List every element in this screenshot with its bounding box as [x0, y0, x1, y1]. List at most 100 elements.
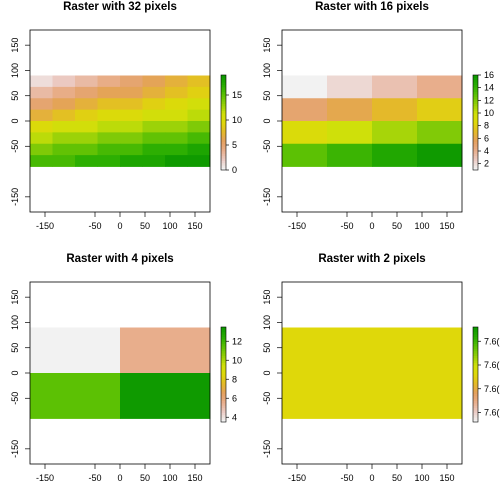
- x-tick-label: 100: [414, 221, 429, 231]
- legend-swatch: [221, 104, 226, 107]
- legend-swatch: [473, 106, 478, 109]
- legend-tick-label: 8: [484, 121, 489, 131]
- legend-swatch: [221, 96, 226, 99]
- legend-swatch: [473, 327, 478, 330]
- raster-cell: [327, 121, 372, 144]
- raster-cell: [98, 98, 121, 110]
- raster-cell: [30, 373, 120, 419]
- legend-tick-label: 7.6(: [484, 360, 500, 370]
- raster-cell: [282, 328, 462, 419]
- legend-swatch: [473, 337, 478, 340]
- legend-swatch: [473, 94, 478, 97]
- legend-swatch: [473, 415, 478, 418]
- legend-swatch: [473, 353, 478, 356]
- legend-swatch: [221, 353, 226, 356]
- legend-swatch: [221, 408, 226, 411]
- legend-swatch: [473, 127, 478, 130]
- raster-cell: [143, 121, 166, 133]
- legend-swatch: [473, 360, 478, 363]
- raster-cell: [143, 144, 166, 156]
- legend-swatch: [473, 401, 478, 404]
- legend-swatch: [473, 365, 478, 368]
- legend-swatch: [221, 348, 226, 351]
- x-tick-label: 150: [187, 221, 202, 231]
- x-tick-label: 150: [439, 473, 454, 483]
- legend-swatch: [473, 379, 478, 382]
- legend-swatch: [221, 144, 226, 147]
- raster-cell: [372, 121, 417, 144]
- legend-swatch: [473, 346, 478, 349]
- raster-cell: [417, 76, 462, 99]
- raster-cells: [282, 328, 462, 419]
- y-tick-label: -150: [10, 440, 20, 458]
- legend-swatch: [473, 398, 478, 401]
- legend-swatch: [473, 130, 478, 133]
- raster-cell: [143, 155, 166, 167]
- legend-swatch: [473, 417, 478, 420]
- raster-cell: [30, 110, 53, 122]
- raster-cell: [30, 155, 53, 167]
- raster-cell: [417, 121, 462, 144]
- x-tick-label: -50: [340, 221, 353, 231]
- raster-cell: [30, 144, 53, 156]
- x-tick-label: -150: [36, 221, 54, 231]
- legend-swatch: [221, 370, 226, 373]
- legend-tick-label: 8: [232, 374, 237, 384]
- y-tick-label: 50: [10, 91, 20, 101]
- raster-cell: [143, 132, 166, 144]
- y-tick-label: -150: [262, 188, 272, 206]
- legend-tick-label: 16: [484, 70, 494, 80]
- legend-swatch: [473, 405, 478, 408]
- x-tick-label: 100: [162, 221, 177, 231]
- legend-tick-label: 6: [232, 393, 237, 403]
- legend-tick-label: 6: [484, 133, 489, 143]
- raster-cell: [165, 132, 188, 144]
- legend-swatch: [221, 339, 226, 342]
- raster-cell: [120, 98, 143, 110]
- legend-tick-label: 7.6(: [484, 384, 500, 394]
- raster-cell: [98, 121, 121, 133]
- x-tick-label: 0: [369, 221, 374, 231]
- legend-swatch: [221, 405, 226, 408]
- legend-swatch: [473, 82, 478, 85]
- y-tick-label: -50: [262, 140, 272, 153]
- raster-cell: [75, 98, 98, 110]
- raster-cell: [75, 110, 98, 122]
- raster-cell: [282, 98, 327, 121]
- legend-tick-label: 10: [232, 355, 242, 365]
- y-tick-label: -50: [262, 392, 272, 405]
- legend-swatch: [221, 417, 226, 420]
- legend-swatch: [473, 389, 478, 392]
- raster-cell: [120, 121, 143, 133]
- legend-swatch: [221, 365, 226, 368]
- x-tick-label: 0: [369, 473, 374, 483]
- raster-cell: [30, 87, 53, 99]
- legend: 7.6(7.6(7.6(7.6(: [473, 327, 500, 422]
- raster-cell: [30, 132, 53, 144]
- legend-swatch: [473, 339, 478, 342]
- raster-cell: [282, 76, 327, 99]
- legend-swatch: [221, 377, 226, 380]
- legend-swatch: [221, 403, 226, 406]
- raster-cell: [143, 76, 166, 88]
- raster-cell: [75, 132, 98, 144]
- legend-swatch: [473, 403, 478, 406]
- legend-swatch: [473, 111, 478, 114]
- legend-swatch: [221, 149, 226, 152]
- y-tick-label: 50: [262, 343, 272, 353]
- legend-tick-label: 14: [484, 83, 494, 93]
- panel-4: Raster with 2 pixels-150 -50 0 50 100 150-150…: [262, 253, 500, 483]
- legend-swatch: [221, 386, 226, 389]
- legend-swatch: [473, 113, 478, 116]
- legend-swatch: [221, 384, 226, 387]
- raster-cell: [53, 76, 76, 88]
- legend-swatch: [221, 161, 226, 164]
- raster-cell: [143, 98, 166, 110]
- legend-swatch: [221, 94, 226, 97]
- legend-swatch: [221, 85, 226, 88]
- legend-swatch: [221, 329, 226, 332]
- x-tick-label: 100: [162, 473, 177, 483]
- y-tick-label: 150: [10, 290, 20, 305]
- raster-cell: [188, 121, 211, 133]
- legend-swatch: [221, 87, 226, 90]
